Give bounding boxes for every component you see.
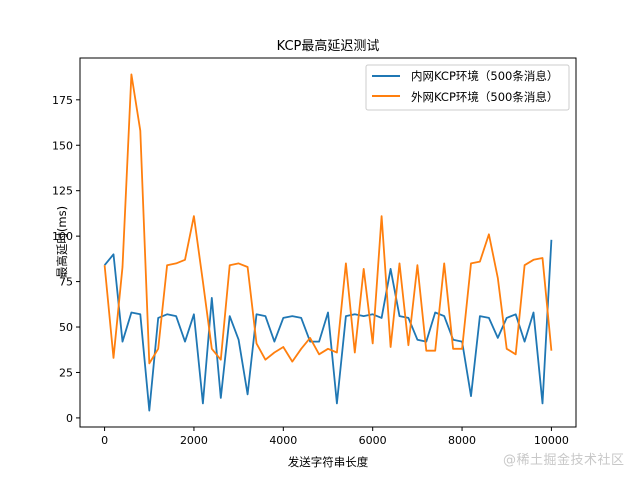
y-tick-label: 50	[59, 321, 73, 334]
x-tick-label: 6000	[359, 434, 387, 447]
y-tick-label: 25	[59, 366, 73, 379]
series-line-0	[103, 239, 553, 412]
series-line-1	[103, 73, 553, 365]
legend: 内网KCP环境（500条消息） 外网KCP环境（500条消息）	[365, 64, 570, 111]
y-tick-label: 0	[66, 412, 73, 425]
axes-frame	[79, 57, 577, 428]
legend-label-internet: 外网KCP环境（500条消息）	[411, 90, 558, 104]
x-axis-ticks: 0 2000 4000 6000 8000 10000	[101, 427, 569, 447]
y-axis-ticks: 0 25 50 75 100 125 150 175	[52, 94, 80, 425]
x-tick-label: 4000	[269, 434, 297, 447]
legend-label-intranet: 内网KCP环境（500条消息）	[411, 69, 558, 83]
x-axis-label: 发送字符串长度	[288, 455, 369, 469]
x-tick-label: 2000	[180, 434, 208, 447]
legend-box	[365, 64, 570, 111]
x-tick-label: 8000	[448, 434, 476, 447]
x-tick-label: 0	[101, 434, 108, 447]
x-tick-label: 10000	[534, 434, 569, 447]
y-tick-label: 125	[52, 185, 73, 198]
y-tick-label: 175	[52, 94, 73, 107]
watermark: @稀土掘金技术社区	[503, 453, 625, 468]
y-axis-label: 最高延时(ms)	[55, 206, 69, 278]
y-tick-label: 100	[52, 230, 73, 243]
y-tick-label: 75	[59, 276, 73, 289]
y-tick-label: 150	[52, 139, 73, 152]
plot-lines	[103, 73, 553, 412]
chart-title: KCP最高延迟测试	[277, 38, 380, 54]
